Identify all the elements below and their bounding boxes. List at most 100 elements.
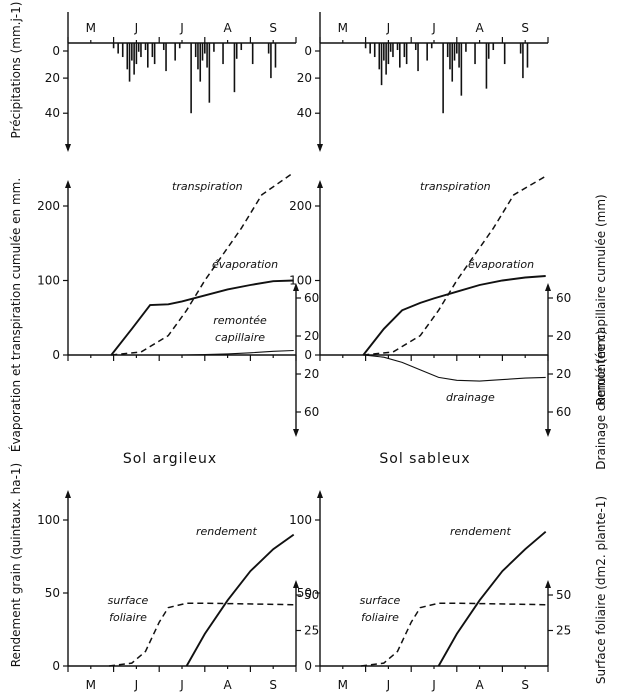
x-month-label: A [475, 21, 484, 35]
x-month-label: J [179, 678, 184, 692]
y-tick-label: 100 [289, 274, 312, 288]
right-axis-arrow-down [293, 429, 299, 437]
x-month-label: J [386, 21, 391, 35]
y-tick-label: 50 [297, 586, 312, 600]
right-axis-arrow-up [293, 283, 299, 291]
y-tick-label: 20 [297, 71, 312, 85]
panel-rendement-argileux: M J J A S 0 50 100 25 50 rendement surface foliaire [37, 490, 319, 692]
x-month-label: S [269, 678, 277, 692]
panel-evaporation-argileux: 0 100 200 20 60 20 60 transpiration évaporation r… [37, 171, 319, 437]
series-label-evaporation: évaporation [212, 258, 278, 271]
ylabel-drainage: Drainage cumulé (mm) [594, 330, 608, 469]
y-tick-label: 0 [304, 348, 312, 362]
right-axis-arrow-down [545, 429, 551, 437]
x-month-label: M [86, 21, 96, 35]
series-line-transpiration [363, 175, 547, 356]
ylabel-rendement: Rendement grain (quintaux. ha-1) [9, 463, 23, 668]
y-axis-arrow [317, 180, 323, 188]
x-month-label: A [475, 678, 484, 692]
series-line-rendement [437, 530, 547, 667]
right-y-tick-label: 20 [304, 367, 319, 381]
series-line-surface-foliaire [360, 602, 546, 667]
soil-label-argileux: Sol argileux [123, 451, 217, 467]
y-axis-arrow [65, 144, 71, 152]
x-month-label: J [431, 21, 436, 35]
right-axis-arrow [545, 580, 551, 588]
series-line-évaporation [110, 279, 294, 356]
ylabel-evaporation: Évaporation et transpiration cumulée en … [8, 178, 23, 452]
y-tick-label: 0 [52, 348, 60, 362]
right-y-tick-label: 20 [304, 329, 319, 343]
soil-label-sableux: Sol sableux [379, 451, 470, 467]
series-label-transpiration: transpiration [420, 180, 491, 193]
x-month-label: M [86, 678, 96, 692]
right-y-tick-label: 20 [556, 329, 571, 343]
series-line-évaporation [362, 275, 546, 356]
x-month-label: M [338, 21, 348, 35]
series-line-remontée-capillaire [141, 349, 294, 356]
ylabel-surface-foliaire: Surface foliaire (dm2. plante-1) [594, 496, 608, 684]
y-tick-label: 40 [297, 106, 312, 120]
ylabel-precipitations: Précipitations (mm.j-1) [9, 2, 23, 139]
x-month-label: S [521, 678, 529, 692]
panel-evaporation-sableux: 0 100 200 20 60 20 60 transpiration évaporation d… [289, 175, 571, 437]
right-y-tick-label: 50 [304, 588, 319, 602]
panel-precipitations-argileux: M J J A S 20 40 0 [45, 12, 297, 152]
x-month-label: S [521, 21, 529, 35]
y-axis-arrow [317, 144, 323, 152]
right-y-tick-label: 60 [556, 405, 571, 419]
series-line-surface-foliaire [108, 602, 294, 667]
series-line-rendement [185, 533, 295, 667]
y-tick-label: 0 [304, 659, 312, 673]
y-axis-arrow [65, 490, 71, 498]
x-month-label: S [269, 21, 277, 35]
y-tick-label: 50 [45, 586, 60, 600]
right-y-tick-label: 25 [556, 624, 571, 638]
x-month-label: J [179, 21, 184, 35]
y-tick-label: 0 [52, 659, 60, 673]
right-y-tick-label: 60 [304, 405, 319, 419]
series-line-drainage [363, 354, 546, 382]
y-tick-label: 20 [45, 71, 60, 85]
x-month-label: J [134, 21, 139, 35]
x-month-label: A [223, 678, 232, 692]
y-tick-label: 200 [289, 199, 312, 213]
series-label-remontee-1: remontée [213, 314, 267, 327]
series-label-transpiration: transpiration [172, 180, 243, 193]
y-tick-label: 100 [37, 274, 60, 288]
right-y-tick-label: 20 [556, 367, 571, 381]
ylabel-remontee-capillaire: Remontée capillaire cumulée (mm) [594, 194, 608, 405]
series-line-transpiration [111, 171, 295, 356]
x-month-label: J [431, 678, 436, 692]
right-y-tick-label: 60 [304, 291, 319, 305]
series-label-drainage: drainage [446, 391, 495, 404]
series-label-surface-1: surface [360, 594, 401, 607]
y-tick-label: 100 [289, 513, 312, 527]
right-axis-arrow-up [545, 283, 551, 291]
y-tick-label: 100 [37, 513, 60, 527]
right-axis-arrow [293, 580, 299, 588]
y-tick-label: 40 [45, 106, 60, 120]
y-tick-label: 200 [37, 199, 60, 213]
panel-rendement-sableux: M J J A S 0 50 100 25 50 rendement surface foliaire [289, 490, 571, 692]
y-tick-label: 0 [304, 44, 312, 58]
x-month-label: J [386, 678, 391, 692]
y-axis-arrow [317, 490, 323, 498]
x-month-label: A [223, 21, 232, 35]
series-label-rendement: rendement [450, 525, 511, 538]
series-label-evaporation: évaporation [468, 258, 534, 271]
right-y-tick-label: 50 [556, 588, 571, 602]
series-label-surface-2: foliaire [361, 611, 399, 624]
series-label-surface-1: surface [108, 594, 149, 607]
x-month-label: M [338, 678, 348, 692]
x-month-label: J [134, 678, 139, 692]
y-tick-label: 0 [52, 44, 60, 58]
panel-precipitations-sableux: M J J A S 20 40 0 [297, 12, 549, 152]
y-axis-arrow [65, 180, 71, 188]
right-y-tick-label: 60 [556, 291, 571, 305]
series-label-rendement: rendement [196, 525, 257, 538]
series-label-remontee-2: capillaire [215, 331, 265, 344]
right-y-tick-label: 25 [304, 624, 319, 638]
series-label-surface-2: foliaire [109, 611, 147, 624]
